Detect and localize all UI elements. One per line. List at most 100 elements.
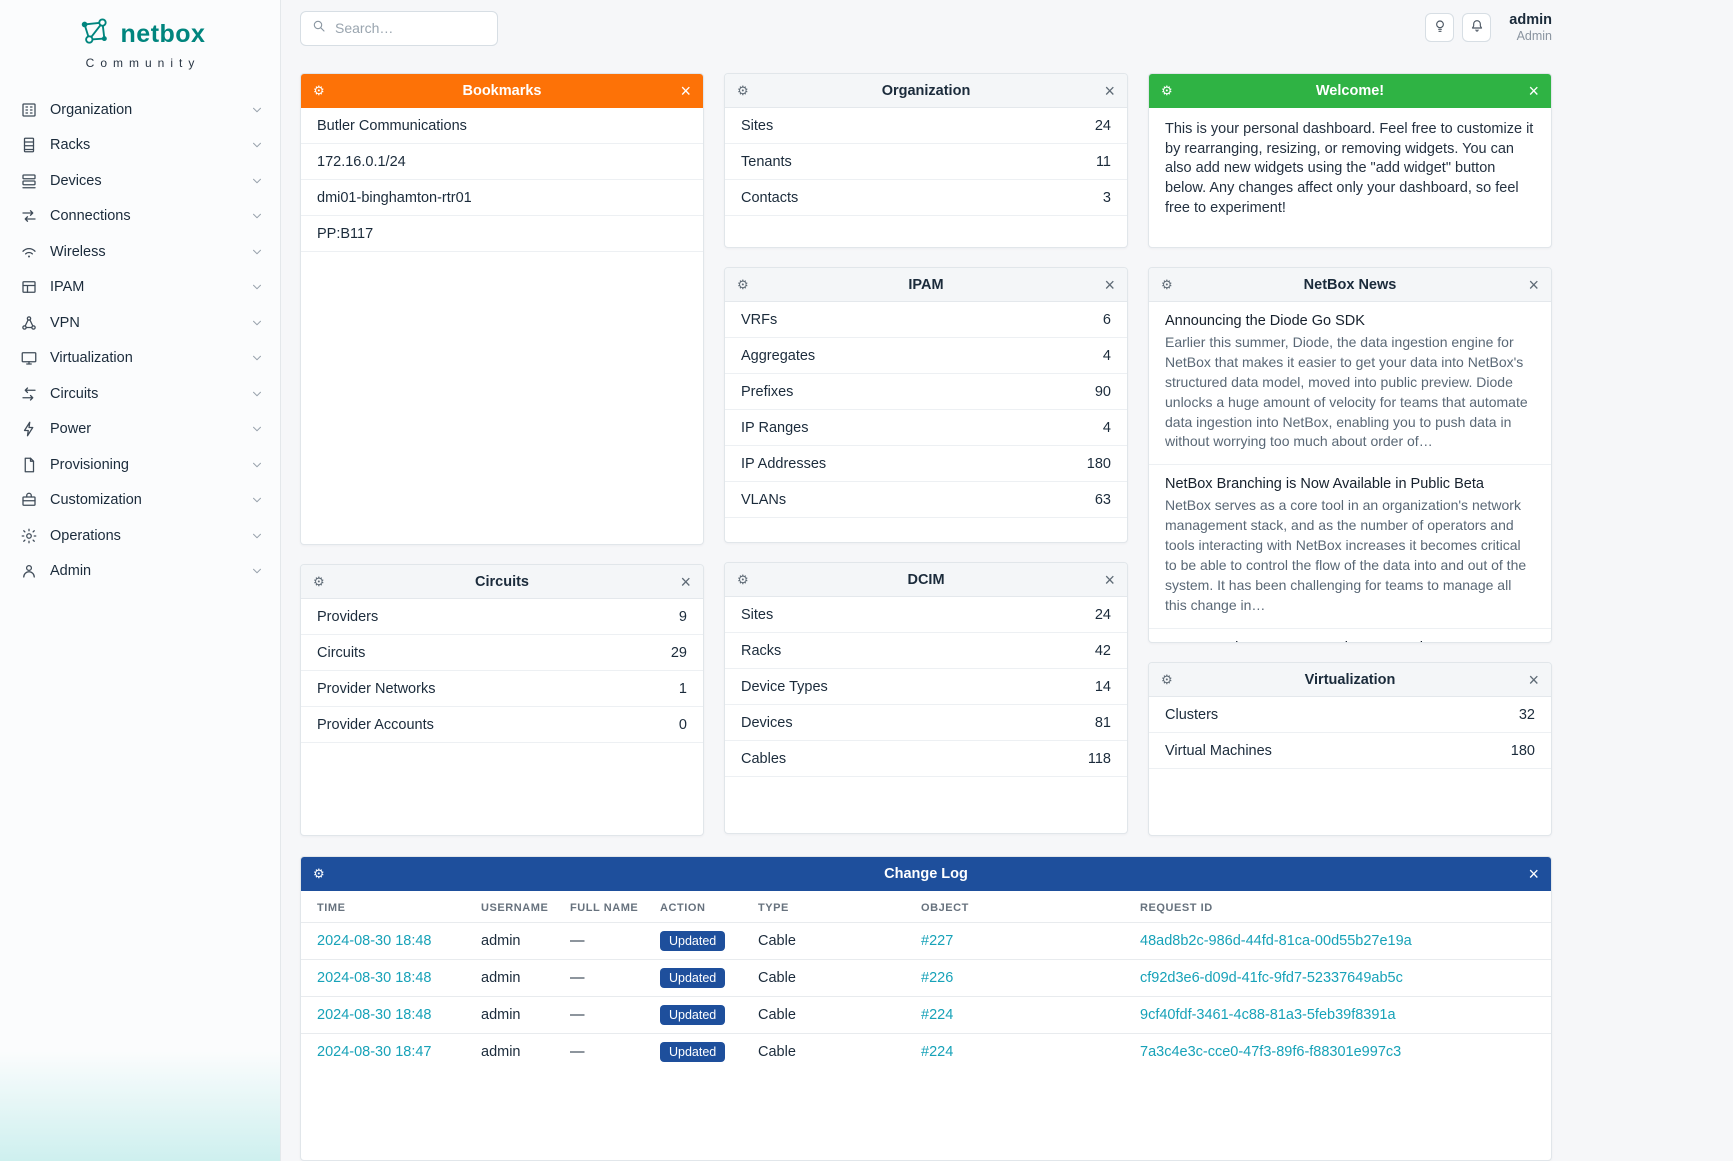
stat-row[interactable]: VLANs 63 (725, 482, 1127, 518)
news-title-link[interactable]: Announcing the Diode Go SDK (1165, 313, 1365, 329)
widget-close-icon[interactable]: × (1528, 80, 1539, 101)
widget-close-icon[interactable]: × (1528, 863, 1539, 884)
news-title-link[interactable]: NetBox Branching is Now Available in Pub… (1165, 476, 1484, 493)
stat-row[interactable]: Circuits 29 (301, 635, 703, 671)
stat-label[interactable]: Provider Accounts (317, 716, 434, 733)
stat-row[interactable]: Tenants 11 (725, 144, 1127, 180)
changelog-request-id-link[interactable]: cf92d3e6-d09d-41fc-9fd7-52337649ab5c (1140, 970, 1403, 986)
widget-config-gear-icon[interactable]: ⚙ (737, 571, 749, 587)
changelog-object-link[interactable]: #227 (921, 933, 954, 949)
bookmark-label[interactable]: PP:B117 (317, 225, 374, 242)
stat-row[interactable]: Provider Networks 1 (301, 671, 703, 707)
bookmark-label[interactable]: 172.16.0.1/24 (317, 153, 406, 170)
changelog-request-id-link[interactable]: 48ad8b2c-986d-44fd-81ca-00d55b27e19a (1140, 933, 1412, 949)
bookmark-item[interactable]: dmi01-binghamton-rtr01 (301, 180, 703, 216)
bookmark-label[interactable]: dmi01-binghamton-rtr01 (317, 189, 472, 206)
sidebar-item-vpn[interactable]: VPN (0, 305, 280, 341)
stat-row[interactable]: Providers 9 (301, 599, 703, 635)
sidebar-item-virtualization[interactable]: Virtualization (0, 341, 280, 377)
changelog-request-id-link[interactable]: 7a3c4e3c-cce0-47f3-89f6-f88301e997c3 (1140, 1044, 1402, 1060)
stat-row[interactable]: Aggregates 4 (725, 338, 1127, 374)
stat-label[interactable]: Devices (741, 714, 793, 731)
stat-label[interactable]: IP Addresses (741, 455, 827, 472)
widget-config-gear-icon[interactable]: ⚙ (313, 865, 325, 881)
widget-config-gear-icon[interactable]: ⚙ (313, 82, 325, 98)
sidebar-item-power[interactable]: Power (0, 412, 280, 448)
changelog-time-link[interactable]: 2024-08-30 18:48 (317, 970, 432, 986)
sidebar-item-provisioning[interactable]: Provisioning (0, 447, 280, 483)
changelog-time-link[interactable]: 2024-08-30 18:48 (317, 1007, 432, 1023)
widget-close-icon[interactable]: × (1104, 569, 1115, 590)
sidebar-item-wireless[interactable]: Wireless (0, 234, 280, 270)
stat-label[interactable]: Contacts (741, 189, 799, 206)
global-search[interactable] (300, 10, 498, 46)
changelog-time-link[interactable]: 2024-08-30 18:48 (317, 933, 432, 949)
stat-label[interactable]: Virtual Machines (1165, 742, 1272, 759)
brand-logo[interactable]: netbox Community (0, 10, 280, 84)
stat-label[interactable]: VRFs (741, 311, 778, 328)
changelog-object-link[interactable]: #226 (921, 970, 954, 986)
stat-row[interactable]: IP Addresses 180 (725, 446, 1127, 482)
widget-close-icon[interactable]: × (1104, 274, 1115, 295)
sidebar-item-ipam[interactable]: IPAM (0, 270, 280, 306)
stat-label[interactable]: Prefixes (741, 383, 794, 400)
stat-label[interactable]: VLANs (741, 491, 787, 508)
stat-row[interactable]: VRFs 6 (725, 302, 1127, 338)
stat-row[interactable]: Sites 24 (725, 597, 1127, 633)
widget-config-gear-icon[interactable]: ⚙ (737, 276, 749, 292)
sidebar-item-connections[interactable]: Connections (0, 199, 280, 235)
stat-label[interactable]: Tenants (741, 153, 792, 170)
stat-label[interactable]: Clusters (1165, 706, 1219, 723)
stat-label[interactable]: Aggregates (741, 347, 816, 364)
stat-label[interactable]: Cables (741, 750, 787, 767)
sidebar-item-racks[interactable]: Racks (0, 128, 280, 164)
stat-row[interactable]: Racks 42 (725, 633, 1127, 669)
changelog-time-link[interactable]: 2024-08-30 18:47 (317, 1044, 432, 1060)
changelog-object-link[interactable]: #224 (921, 1044, 954, 1060)
widget-close-icon[interactable]: × (1528, 274, 1539, 295)
widget-config-gear-icon[interactable]: ⚙ (1161, 276, 1173, 292)
stat-label[interactable]: IP Ranges (741, 419, 809, 436)
widget-close-icon[interactable]: × (680, 80, 691, 101)
sidebar-item-devices[interactable]: Devices (0, 163, 280, 199)
user-menu[interactable]: admin Admin (1509, 12, 1552, 43)
bookmark-label[interactable]: Butler Communications (317, 117, 467, 134)
widget-close-icon[interactable]: × (1104, 80, 1115, 101)
sidebar-item-organization[interactable]: Organization (0, 92, 280, 128)
stat-label[interactable]: Device Types (741, 678, 828, 695)
theme-toggle-button[interactable] (1425, 13, 1455, 43)
news-title-link[interactable]: A New Look For NetBox and NetBox Labs (1165, 640, 1535, 643)
stat-row[interactable]: Cables 118 (725, 741, 1127, 777)
stat-row[interactable]: Sites 24 (725, 108, 1127, 144)
stat-row[interactable]: Provider Accounts 0 (301, 707, 703, 743)
widget-config-gear-icon[interactable]: ⚙ (313, 573, 325, 589)
notifications-button[interactable] (1462, 13, 1492, 43)
bookmark-item[interactable]: 172.16.0.1/24 (301, 144, 703, 180)
search-input[interactable] (335, 20, 487, 36)
stat-label[interactable]: Racks (741, 642, 782, 659)
bookmark-item[interactable]: PP:B117 (301, 216, 703, 252)
widget-config-gear-icon[interactable]: ⚙ (1161, 671, 1173, 687)
stat-row[interactable]: Contacts 3 (725, 180, 1127, 216)
widget-config-gear-icon[interactable]: ⚙ (737, 82, 749, 98)
sidebar-item-admin[interactable]: Admin (0, 554, 280, 590)
sidebar-item-circuits[interactable]: Circuits (0, 376, 280, 412)
stat-label[interactable]: Provider Networks (317, 680, 436, 697)
stat-label[interactable]: Circuits (317, 644, 366, 661)
bookmark-item[interactable]: Butler Communications (301, 108, 703, 144)
widget-close-icon[interactable]: × (680, 571, 691, 592)
stat-row[interactable]: Prefixes 90 (725, 374, 1127, 410)
changelog-object-link[interactable]: #224 (921, 1007, 954, 1023)
sidebar-item-customization[interactable]: Customization (0, 483, 280, 519)
stat-label[interactable]: Providers (317, 608, 379, 625)
stat-row[interactable]: Virtual Machines 180 (1149, 733, 1551, 769)
stat-row[interactable]: IP Ranges 4 (725, 410, 1127, 446)
stat-label[interactable]: Sites (741, 606, 774, 623)
widget-config-gear-icon[interactable]: ⚙ (1161, 82, 1173, 98)
stat-row[interactable]: Device Types 14 (725, 669, 1127, 705)
stat-row[interactable]: Clusters 32 (1149, 697, 1551, 733)
sidebar-item-operations[interactable]: Operations (0, 518, 280, 554)
changelog-request-id-link[interactable]: 9cf40fdf-3461-4c88-81a3-5feb39f8391a (1140, 1007, 1396, 1023)
stat-row[interactable]: Devices 81 (725, 705, 1127, 741)
widget-close-icon[interactable]: × (1528, 669, 1539, 690)
